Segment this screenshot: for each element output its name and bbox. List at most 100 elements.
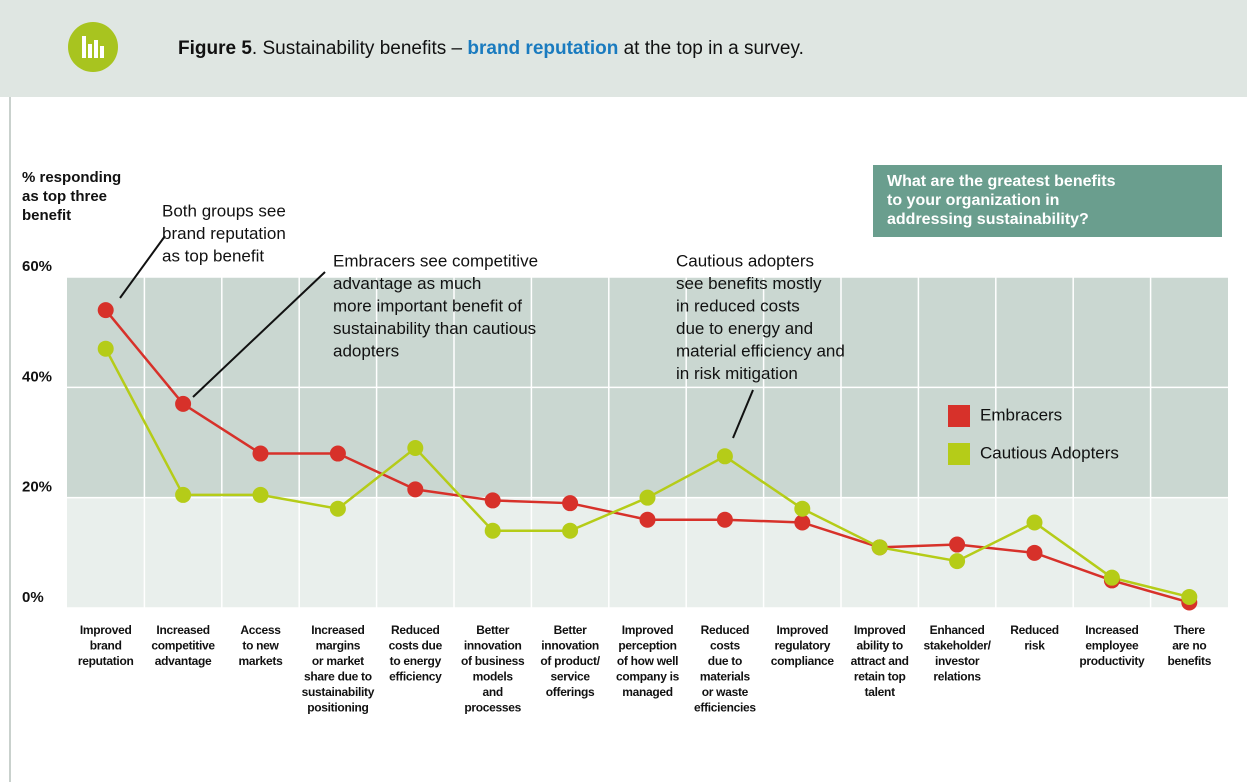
data-point xyxy=(407,440,424,457)
data-point xyxy=(1181,588,1198,605)
x-tick-label: processes xyxy=(464,701,521,715)
annotation: Embracers see competitive xyxy=(333,251,538,270)
annotation: due to energy and xyxy=(676,319,813,338)
x-tick-label: Improved xyxy=(622,623,674,637)
x-tick-label: materials xyxy=(700,670,751,684)
leader-line xyxy=(732,389,754,439)
figure-icon xyxy=(68,22,118,72)
x-tick-label: managed xyxy=(622,685,673,699)
x-tick-label: retain top xyxy=(854,670,906,684)
x-tick-label: sustainability xyxy=(302,685,375,699)
x-tick-label: models xyxy=(473,670,514,684)
x-tick-label: Reduced xyxy=(391,623,440,637)
data-point xyxy=(484,522,501,539)
data-point xyxy=(252,486,269,503)
x-tick-label: brand xyxy=(90,639,122,653)
legend-label: Cautious Adopters xyxy=(980,443,1119,462)
data-point xyxy=(949,536,966,553)
data-point xyxy=(329,500,346,517)
y-tick-label: 60% xyxy=(22,258,52,275)
y-axis-label: as top three xyxy=(22,188,107,205)
y-tick-label: 0% xyxy=(22,589,44,606)
x-tick-label: risk xyxy=(1024,639,1045,653)
annotation: advantage as much xyxy=(333,274,481,293)
x-tick-label: talent xyxy=(865,685,896,699)
data-point xyxy=(1103,569,1120,586)
y-axis-label: % responding xyxy=(22,169,121,186)
x-tick-label: relations xyxy=(933,670,981,684)
icon-bars xyxy=(82,36,104,58)
data-point xyxy=(562,522,579,539)
leader-line xyxy=(192,271,326,398)
annotation: material efficiency and xyxy=(676,341,845,360)
x-tick-label: investor xyxy=(935,654,980,668)
data-point xyxy=(97,302,114,319)
data-point xyxy=(794,514,811,531)
legend-swatch xyxy=(948,405,970,427)
x-tick-label: competitive xyxy=(151,639,215,653)
x-tick-label: offerings xyxy=(546,685,595,699)
x-tick-label: stakeholder/ xyxy=(924,639,992,653)
x-tick-label: Reduced xyxy=(701,623,750,637)
x-tick-label: costs xyxy=(710,639,740,653)
x-tick-label: Better xyxy=(554,623,588,637)
x-tick-label: Improved xyxy=(80,623,132,637)
x-tick-label: to energy xyxy=(390,654,442,668)
x-tick-label: Increased xyxy=(1085,623,1138,637)
x-tick-label: to new xyxy=(242,639,279,653)
x-tick-label: Improved xyxy=(776,623,828,637)
legend-swatch xyxy=(948,443,970,465)
x-tick-label: Improved xyxy=(854,623,906,637)
annotation: Cautious adopters xyxy=(676,251,814,270)
data-point xyxy=(1026,544,1043,561)
x-tick-label: Reduced xyxy=(1010,623,1059,637)
data-point xyxy=(562,495,579,512)
x-tick-label: Increased xyxy=(311,623,364,637)
data-point xyxy=(484,492,501,509)
x-tick-label: costs due xyxy=(389,639,443,653)
x-tick-label: efficiencies xyxy=(694,701,756,715)
question-text: to your organization in xyxy=(887,192,1059,209)
x-tick-label: share due to xyxy=(304,670,372,684)
x-tick-label: and xyxy=(482,685,502,699)
leader-line xyxy=(119,235,166,299)
x-tick-label: of product/ xyxy=(540,654,600,668)
chart-title: Figure 5. Sustainability benefits – bran… xyxy=(178,38,804,59)
x-tick-label: margins xyxy=(316,639,361,653)
x-tick-label: benefits xyxy=(1167,654,1211,668)
header-band xyxy=(0,0,1247,97)
band xyxy=(67,277,1228,388)
question-text: What are the greatest benefits xyxy=(887,173,1116,190)
data-point xyxy=(716,448,733,465)
y-tick-label: 20% xyxy=(22,479,52,496)
data-point xyxy=(329,445,346,462)
annotation: brand reputation xyxy=(162,224,286,243)
question-text: addressing sustainability? xyxy=(887,211,1089,228)
x-tick-label: or waste xyxy=(702,685,749,699)
x-tick-label: of how well xyxy=(617,654,678,668)
x-tick-label: are no xyxy=(1172,639,1206,653)
x-tick-label: innovation xyxy=(464,639,522,653)
x-tick-label: reputation xyxy=(78,654,134,668)
x-tick-label: or market xyxy=(312,654,364,668)
data-point xyxy=(639,489,656,506)
x-tick-label: Access xyxy=(240,623,281,637)
annotation: Both groups see xyxy=(162,201,286,220)
x-tick-label: ability to xyxy=(857,639,903,653)
annotation: in reduced costs xyxy=(676,296,800,315)
data-point xyxy=(175,486,192,503)
annotation: as top benefit xyxy=(162,246,264,265)
annotation: in risk mitigation xyxy=(676,364,798,383)
x-tick-label: innovation xyxy=(541,639,599,653)
x-tick-label: perception xyxy=(618,639,676,653)
x-tick-label: regulatory xyxy=(774,639,830,653)
annotation: adopters xyxy=(333,341,399,360)
x-tick-label: productivity xyxy=(1079,654,1145,668)
data-point xyxy=(175,395,192,412)
x-tick-label: Increased xyxy=(156,623,209,637)
data-point xyxy=(97,340,114,357)
question-box xyxy=(873,165,1222,237)
x-tick-label: advantage xyxy=(155,654,212,668)
data-point xyxy=(794,500,811,517)
